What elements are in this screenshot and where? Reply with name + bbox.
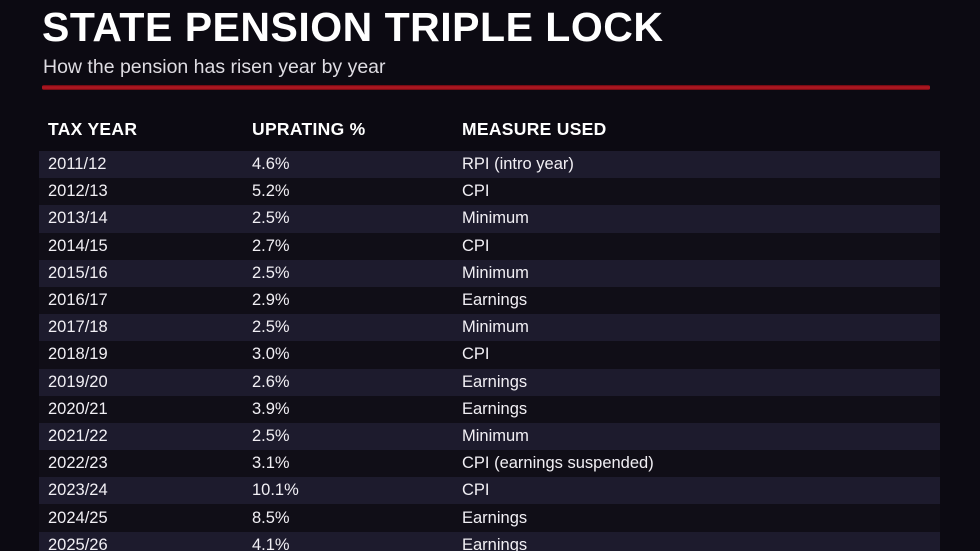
cell-uprating-pct: 3.0%: [252, 345, 290, 364]
cell-tax-year: 2024/25: [48, 508, 108, 527]
table-row: 2021/22 2.5% Minimum: [39, 422, 940, 451]
cell-uprating-pct: 2.5%: [252, 426, 290, 445]
cell-uprating-pct: 4.1%: [252, 535, 290, 551]
cell-measure-used: Minimum: [462, 426, 529, 445]
cell-uprating-pct: 2.5%: [252, 318, 290, 337]
cell-uprating-pct: 2.9%: [252, 291, 290, 310]
table-row: 2012/13 5.2% CPI: [39, 178, 940, 206]
table-row: 2019/20 2.6% Earnings: [39, 368, 940, 396]
column-header-measure-used: MEASURE USED: [462, 118, 607, 139]
table-header-row: TAX YEAR UPRATING % MEASURE USED: [39, 114, 940, 144]
cell-tax-year: 2017/18: [48, 318, 108, 337]
table-row: 2011/12 4.6% RPI (intro year): [39, 151, 940, 179]
cell-measure-used: RPI (intro year): [462, 155, 574, 174]
cell-uprating-pct: 2.7%: [252, 236, 290, 255]
cell-tax-year: 2016/17: [48, 291, 108, 310]
cell-measure-used: CPI: [462, 236, 490, 255]
table-row: 2017/18 2.5% Minimum: [39, 314, 940, 342]
cell-tax-year: 2015/16: [48, 263, 108, 282]
cell-measure-used: Earnings: [462, 399, 528, 418]
cell-tax-year: 2012/13: [48, 182, 108, 201]
table-row: 2020/21 3.9% Earnings: [39, 395, 940, 423]
cell-measure-used: Minimum: [462, 263, 529, 282]
page-subtitle: How the pension has risen year by year: [43, 56, 386, 78]
table-body: 2011/12 4.6% RPI (intro year) 2012/13 5.…: [39, 151, 940, 551]
cell-uprating-pct: 3.9%: [252, 399, 290, 418]
pension-uprating-table: TAX YEAR UPRATING % MEASURE USED 2011/12…: [39, 114, 940, 551]
cell-measure-used: CPI: [462, 182, 490, 201]
cell-measure-used: CPI (earnings suspended): [462, 454, 654, 473]
table-row: 2013/14 2.5% Minimum: [39, 205, 940, 233]
cell-uprating-pct: 5.2%: [252, 182, 290, 201]
cell-tax-year: 2022/23: [48, 454, 108, 473]
cell-uprating-pct: 3.1%: [252, 454, 290, 473]
cell-measure-used: Earnings: [462, 372, 528, 391]
table-row: 2023/24 10.1% CPI: [39, 477, 940, 505]
cell-measure-used: Earnings: [462, 291, 528, 310]
table-row: 2022/23 3.1% CPI (earnings suspended): [39, 450, 940, 478]
accent-divider: [42, 85, 930, 90]
cell-uprating-pct: 2.6%: [252, 372, 290, 391]
cell-uprating-pct: 2.5%: [252, 263, 290, 282]
table-row: 2025/26 4.1% Earnings: [39, 531, 940, 551]
table-row: 2024/25 8.5% Earnings: [39, 504, 940, 532]
cell-tax-year: 2025/26: [48, 535, 108, 551]
cell-measure-used: CPI: [462, 345, 490, 364]
cell-tax-year: 2013/14: [48, 209, 108, 228]
page-title: STATE PENSION TRIPLE LOCK: [42, 4, 664, 50]
cell-uprating-pct: 8.5%: [252, 508, 290, 527]
cell-uprating-pct: 2.5%: [252, 209, 290, 228]
cell-uprating-pct: 4.6%: [252, 155, 290, 174]
cell-tax-year: 2018/19: [48, 345, 108, 364]
column-header-uprating: UPRATING %: [252, 118, 366, 139]
cell-tax-year: 2021/22: [48, 426, 108, 445]
cell-tax-year: 2014/15: [48, 236, 108, 255]
table-row: 2015/16 2.5% Minimum: [39, 259, 940, 287]
cell-tax-year: 2019/20: [48, 372, 108, 391]
table-row: 2016/17 2.9% Earnings: [39, 286, 940, 315]
table-row: 2014/15 2.7% CPI: [39, 232, 940, 260]
cell-tax-year: 2011/12: [48, 155, 107, 174]
cell-measure-used: Minimum: [462, 318, 529, 337]
cell-tax-year: 2023/24: [48, 481, 108, 500]
cell-measure-used: Earnings: [462, 508, 528, 527]
cell-measure-used: Minimum: [462, 209, 529, 228]
cell-measure-used: Earnings: [462, 535, 528, 551]
cell-tax-year: 2020/21: [48, 399, 108, 418]
column-header-tax-year: TAX YEAR: [48, 118, 138, 139]
cell-uprating-pct: 10.1%: [252, 481, 299, 500]
cell-measure-used: CPI: [462, 481, 490, 500]
table-row: 2018/19 3.0% CPI: [39, 341, 940, 369]
